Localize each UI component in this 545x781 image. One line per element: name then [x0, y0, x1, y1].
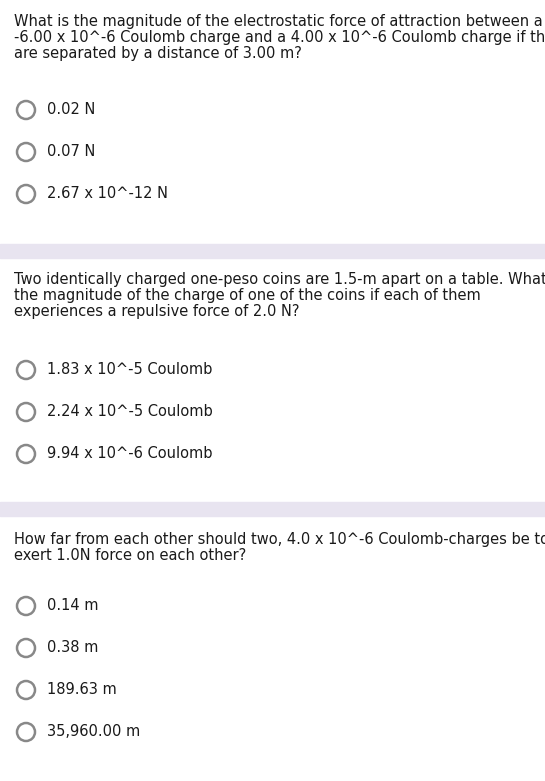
- Text: 0.14 m: 0.14 m: [47, 598, 99, 613]
- Text: 9.94 x 10^-6 Coulomb: 9.94 x 10^-6 Coulomb: [47, 446, 213, 461]
- Text: the magnitude of the charge of one of the coins if each of them: the magnitude of the charge of one of th…: [14, 288, 481, 303]
- Text: exert 1.0N force on each other?: exert 1.0N force on each other?: [14, 548, 246, 563]
- Text: 0.02 N: 0.02 N: [47, 102, 95, 117]
- Text: are separated by a distance of 3.00 m?: are separated by a distance of 3.00 m?: [14, 46, 302, 61]
- Text: How far from each other should two, 4.0 x 10^-6 Coulomb-charges be to: How far from each other should two, 4.0 …: [14, 532, 545, 547]
- Text: -6.00 x 10^-6 Coulomb charge and a 4.00 x 10^-6 Coulomb charge if they: -6.00 x 10^-6 Coulomb charge and a 4.00 …: [14, 30, 545, 45]
- Text: 1.83 x 10^-5 Coulomb: 1.83 x 10^-5 Coulomb: [47, 362, 213, 377]
- Text: 2.67 x 10^-12 N: 2.67 x 10^-12 N: [47, 186, 168, 201]
- Bar: [0, 244, 545, 258]
- Text: What is the magnitude of the electrostatic force of attraction between a: What is the magnitude of the electrostat…: [14, 14, 543, 29]
- Text: 35,960.00 m: 35,960.00 m: [47, 724, 140, 739]
- Text: 189.63 m: 189.63 m: [47, 682, 117, 697]
- Text: Two identically charged one-peso coins are 1.5-m apart on a table. What is: Two identically charged one-peso coins a…: [14, 272, 545, 287]
- Text: 0.07 N: 0.07 N: [47, 144, 95, 159]
- Text: 2.24 x 10^-5 Coulomb: 2.24 x 10^-5 Coulomb: [47, 404, 213, 419]
- Text: 0.38 m: 0.38 m: [47, 640, 99, 655]
- Bar: [0, 502, 545, 516]
- Text: experiences a repulsive force of 2.0 N?: experiences a repulsive force of 2.0 N?: [14, 304, 300, 319]
